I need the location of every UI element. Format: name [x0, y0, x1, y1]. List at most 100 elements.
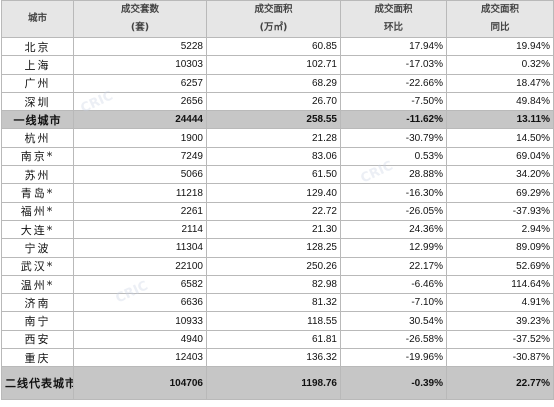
yoy-cell: 2.94%: [446, 219, 554, 240]
table-row: 南宁 10933 118.55 30.54% 39.23%: [1, 311, 554, 331]
mom-cell: 17.94%: [340, 36, 447, 57]
units-cell: 6257: [73, 73, 207, 93]
table-row: 济南 6636 81.32 -7.10% 4.91%: [1, 293, 554, 313]
units-cell: 2261: [73, 201, 207, 221]
yoy-cell: 39.23%: [446, 311, 554, 331]
yoy-cell: 69.04%: [446, 146, 554, 167]
units-cell: 10303: [73, 55, 207, 75]
yoy-cell: 13.11%: [446, 110, 554, 130]
yoy-cell: 22.77%: [446, 366, 554, 401]
area-cell: 26.70: [206, 91, 341, 112]
units-cell: 5066: [73, 165, 207, 185]
mom-cell: -0.39%: [340, 366, 447, 401]
table-row: 西安 4940 61.81 -26.58% -37.52%: [1, 329, 554, 350]
header-units-line2: (套): [73, 19, 207, 38]
yoy-cell: -37.93%: [446, 201, 554, 221]
mom-cell: 0.53%: [340, 146, 447, 167]
mom-cell: -26.05%: [340, 201, 447, 221]
city-cell: 温州*: [1, 274, 74, 295]
table-row: 广州 6257 68.29 -22.66% 18.47%: [1, 73, 554, 93]
table-row: 杭州 1900 21.28 -30.79% 14.50%: [1, 128, 554, 148]
yoy-cell: 0.32%: [446, 55, 554, 75]
table-row: 南京* 7249 83.06 0.53% 69.04%: [1, 146, 554, 167]
mom-cell: 28.88%: [340, 165, 447, 185]
header-area-line2: (万㎡): [206, 19, 341, 38]
units-cell: 1900: [73, 128, 207, 148]
mom-cell: -30.79%: [340, 128, 447, 148]
area-cell: 22.72: [206, 201, 341, 221]
units-cell: 22100: [73, 256, 207, 276]
units-cell: 6636: [73, 293, 207, 313]
table-row: 北京 5228 60.85 17.94% 19.94%: [1, 36, 554, 57]
table-header: 城市 成交套数 成交面积 成交面积 成交面积 (套) (万㎡) 环比 同比: [1, 0, 554, 38]
mom-cell: 24.36%: [340, 219, 447, 240]
yoy-cell: 52.69%: [446, 256, 554, 276]
yoy-cell: 14.50%: [446, 128, 554, 148]
area-cell: 129.40: [206, 183, 341, 203]
yoy-cell: 4.91%: [446, 293, 554, 313]
table-row: 宁波 11304 128.25 12.99% 89.09%: [1, 238, 554, 258]
yoy-cell: -30.87%: [446, 348, 554, 368]
area-cell: 82.98: [206, 274, 341, 295]
area-cell: 21.30: [206, 219, 341, 240]
yoy-cell: 19.94%: [446, 36, 554, 57]
yoy-cell: 69.29%: [446, 183, 554, 203]
city-cell: 北京: [1, 36, 74, 57]
city-cell: 深圳: [1, 91, 74, 112]
units-cell: 7249: [73, 146, 207, 167]
city-cell: 西安: [1, 329, 74, 350]
mom-cell: -16.30%: [340, 183, 447, 203]
units-cell: 104706: [73, 366, 207, 401]
area-cell: 1198.76: [206, 366, 341, 401]
city-cell: 武汉*: [1, 256, 74, 276]
area-cell: 81.32: [206, 293, 341, 313]
city-cell: 宁波: [1, 238, 74, 258]
mom-cell: 22.17%: [340, 256, 447, 276]
city-cell: 青岛*: [1, 183, 74, 203]
mom-cell: -6.46%: [340, 274, 447, 295]
table-row: 温州* 6582 82.98 -6.46% 114.64%: [1, 274, 554, 295]
table-row: 青岛* 11218 129.40 -16.30% 69.29%: [1, 183, 554, 203]
mom-cell: 12.99%: [340, 238, 447, 258]
city-cell: 重庆: [1, 348, 74, 368]
units-cell: 11304: [73, 238, 207, 258]
units-cell: 10933: [73, 311, 207, 331]
mom-cell: -26.58%: [340, 329, 447, 350]
units-cell: 2656: [73, 91, 207, 112]
city-cell: 南宁: [1, 311, 74, 331]
header-mom-line1: 成交面积: [340, 0, 447, 19]
table-row: 重庆 12403 136.32 -19.96% -30.87%: [1, 348, 554, 368]
units-cell: 11218: [73, 183, 207, 203]
city-cell: 一线城市: [1, 110, 74, 130]
units-cell: 12403: [73, 348, 207, 368]
units-cell: 4940: [73, 329, 207, 350]
table-row: 深圳 2656 26.70 -7.50% 49.84%: [1, 91, 554, 112]
mom-cell: -7.50%: [340, 91, 447, 112]
area-cell: 68.29: [206, 73, 341, 93]
table-row: 武汉* 22100 250.26 22.17% 52.69%: [1, 256, 554, 276]
yoy-cell: 114.64%: [446, 274, 554, 295]
mom-cell: -11.62%: [340, 110, 447, 130]
city-cell: 广州: [1, 73, 74, 93]
table-row: 上海 10303 102.71 -17.03% 0.32%: [1, 55, 554, 75]
city-cell: 南京*: [1, 146, 74, 167]
city-cell: 福州*: [1, 201, 74, 221]
mom-cell: 30.54%: [340, 311, 447, 331]
units-cell: 2114: [73, 219, 207, 240]
header-yoy-line1: 成交面积: [446, 0, 554, 19]
header-city: 城市: [1, 0, 74, 38]
area-cell: 61.50: [206, 165, 341, 185]
city-cell: 大连*: [1, 219, 74, 240]
header-mom-line2: 环比: [340, 19, 447, 38]
table-body: 北京 5228 60.85 17.94% 19.94% 上海 10303 102.71 -17.…: [1, 36, 554, 401]
area-cell: 83.06: [206, 146, 341, 167]
table-row: 大连* 2114 21.30 24.36% 2.94%: [1, 219, 554, 240]
header-units-line1: 成交套数: [73, 0, 207, 19]
area-cell: 250.26: [206, 256, 341, 276]
area-cell: 21.28: [206, 128, 341, 148]
mom-cell: -7.10%: [340, 293, 447, 313]
units-cell: 24444: [73, 110, 207, 130]
yoy-cell: 49.84%: [446, 91, 554, 112]
area-cell: 60.85: [206, 36, 341, 57]
